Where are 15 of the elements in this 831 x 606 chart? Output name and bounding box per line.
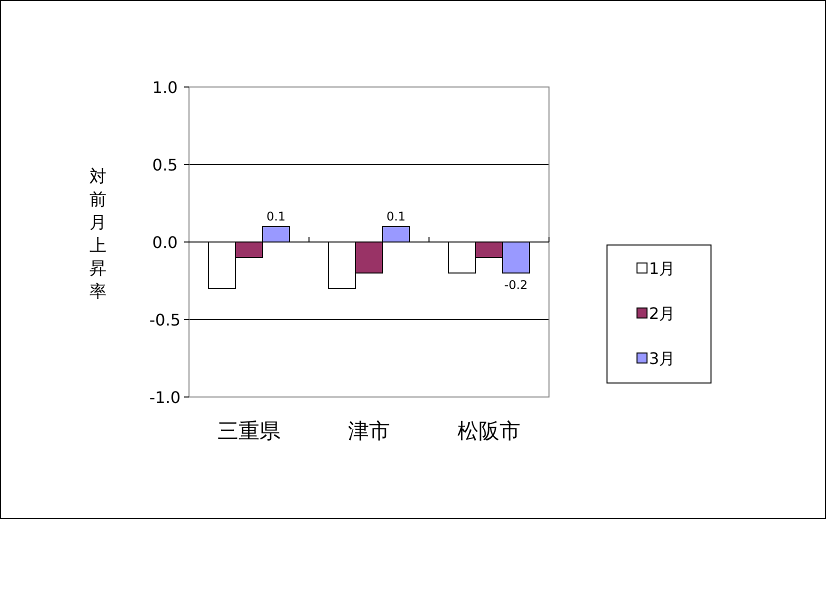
y-tick-label: -0.5: [149, 310, 181, 330]
legend-label: 3月: [649, 349, 676, 368]
y-axis-title: 対前月上昇率: [90, 167, 106, 302]
data-label: -0.2: [504, 278, 528, 292]
legend-label: 2月: [649, 304, 676, 323]
data-label: 0.1: [386, 210, 406, 224]
x-tick-label: 津市: [348, 419, 390, 443]
y-tick-label: 0.5: [152, 156, 178, 174]
legend-label: 1月: [649, 259, 676, 278]
y-tick-label: 1.0: [152, 78, 178, 97]
x-tick-label: 三重県: [218, 419, 280, 443]
data-label: 0.1: [266, 210, 286, 224]
y-tick-label: -1.0: [149, 388, 181, 407]
y-tick-label: 0.0: [152, 233, 178, 252]
x-tick-label: 松阪市: [458, 419, 520, 443]
